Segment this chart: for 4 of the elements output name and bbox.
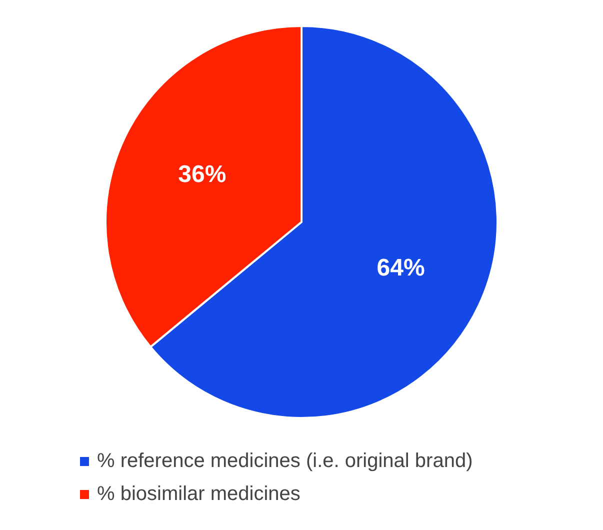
legend-label: % reference medicines (i.e. original brand) [97, 450, 473, 473]
data-label: 64% [376, 254, 425, 282]
legend-label: % biosimilar medicines [97, 483, 300, 506]
data-label: 36% [178, 160, 226, 188]
